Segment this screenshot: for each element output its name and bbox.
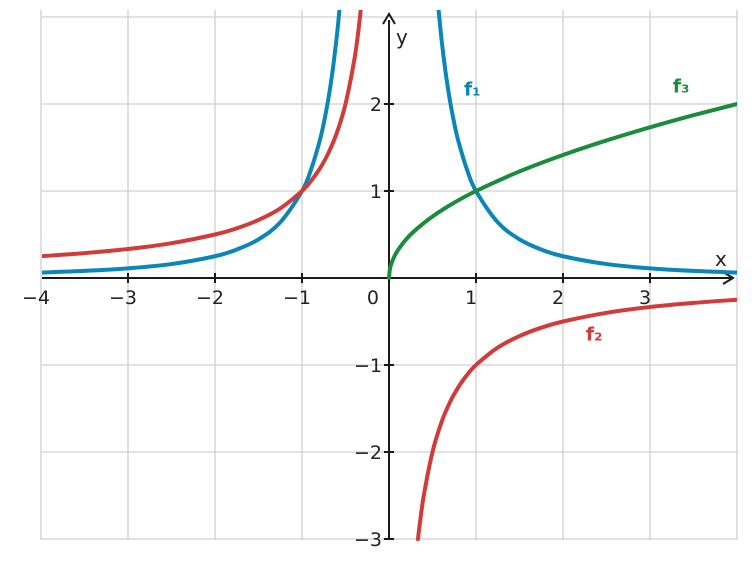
labels: x y f₁ f₂ f₃ bbox=[396, 25, 727, 346]
y-tick-label: −3 bbox=[354, 529, 382, 551]
x-tick-label: −3 bbox=[109, 287, 137, 309]
x-tick-label: 3 bbox=[639, 287, 651, 309]
series-line-f2 bbox=[415, 297, 737, 542]
x-tick-label: 2 bbox=[552, 287, 564, 309]
series-label-f1: f₁ bbox=[464, 78, 481, 100]
series-line-f2 bbox=[42, 10, 363, 259]
ticks: −4 −3 −2 −1 0 1 2 3 2 1 −1 −2 −3 bbox=[22, 94, 651, 551]
curves bbox=[42, 10, 737, 542]
x-tick-label: −1 bbox=[283, 287, 311, 309]
x-tick-label: 0 bbox=[367, 287, 379, 309]
x-tick-label: 1 bbox=[465, 287, 477, 309]
series-line-f1 bbox=[436, 10, 737, 275]
x-tick-label: −2 bbox=[196, 287, 224, 309]
series-label-f2: f₂ bbox=[586, 324, 603, 346]
series-line-f1 bbox=[42, 10, 342, 275]
series-label-f3: f₃ bbox=[673, 76, 690, 98]
x-axis-label: x bbox=[715, 247, 727, 271]
y-tick-label: −1 bbox=[354, 355, 382, 377]
y-tick-label: 2 bbox=[370, 94, 382, 116]
y-axis-arrow-icon bbox=[382, 12, 396, 25]
y-axis-label: y bbox=[396, 25, 408, 49]
y-tick-label: −2 bbox=[354, 442, 382, 464]
x-tick-label: −4 bbox=[22, 287, 50, 309]
y-tick-label: 1 bbox=[370, 181, 382, 203]
series-line-f3 bbox=[387, 102, 737, 280]
